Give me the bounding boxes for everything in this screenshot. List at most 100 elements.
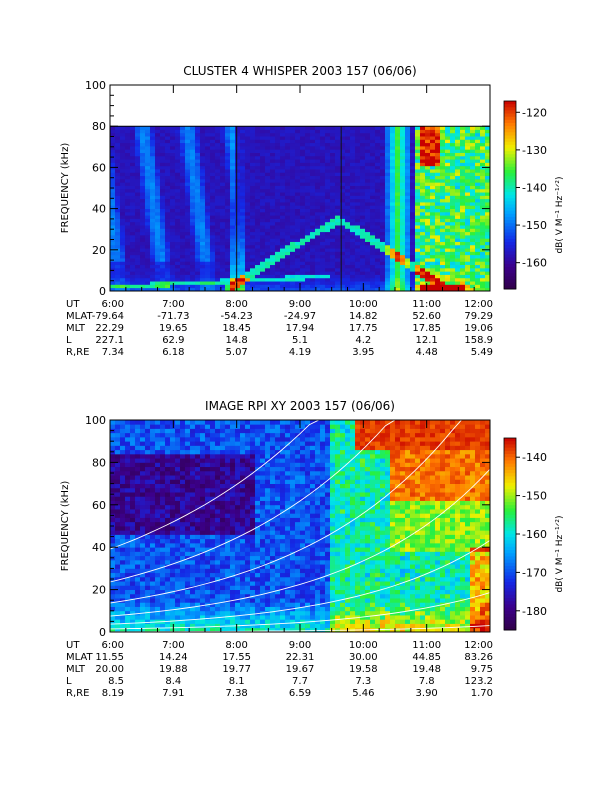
spectrogram-cell xyxy=(175,267,181,272)
spectrogram-cell xyxy=(370,248,376,252)
spectrogram-cell xyxy=(145,136,151,140)
spectrogram-cell xyxy=(295,218,301,223)
spectrogram-cell xyxy=(135,192,141,196)
spectrogram-cell xyxy=(210,228,216,233)
spectrogram-cell xyxy=(125,504,131,510)
spectrogram-cell xyxy=(320,136,326,140)
spectrogram-cell xyxy=(155,162,161,167)
spectrogram-cell xyxy=(205,487,211,493)
spectrogram-cell xyxy=(120,254,126,259)
spectrogram-cell xyxy=(485,152,491,157)
spectrogram-cell xyxy=(175,496,181,501)
spectrogram-cell xyxy=(410,281,416,285)
spectrogram-cell xyxy=(385,231,391,236)
spectrogram-cell xyxy=(305,162,311,167)
spectrogram-cell xyxy=(320,188,326,193)
spectrogram-cell xyxy=(485,244,491,249)
spectrogram-cell xyxy=(395,281,401,285)
spectrogram-cell xyxy=(400,188,406,193)
spectrogram-cell xyxy=(170,526,176,531)
spectrogram-cell xyxy=(155,251,161,256)
spectrogram-cell xyxy=(120,483,126,489)
spectrogram-cell xyxy=(305,126,311,130)
spectrogram-cell xyxy=(445,271,451,275)
spectrogram-cell xyxy=(355,142,361,147)
spectrogram-cell xyxy=(480,169,486,173)
spectrogram-cell xyxy=(485,287,491,292)
spectrogram-cell xyxy=(270,178,276,183)
spectrogram-cell xyxy=(415,267,421,272)
spectrogram-cell xyxy=(365,271,371,275)
spectrogram-cell xyxy=(475,284,481,289)
spectrogram-cell xyxy=(150,542,156,548)
spectrogram-cell xyxy=(250,136,256,140)
spectrogram-cell xyxy=(170,610,176,616)
spectrogram-cell xyxy=(460,211,466,216)
spectrogram-cell xyxy=(250,241,256,246)
spectrogram-cell xyxy=(315,165,321,170)
spectrogram-cell xyxy=(345,172,351,177)
spectrogram-cell xyxy=(210,129,216,134)
spectrogram-cell xyxy=(390,208,396,213)
spectrogram-cell xyxy=(150,623,156,629)
spectrogram-cell xyxy=(260,264,266,269)
spectrogram-cell xyxy=(385,287,391,292)
spectrogram-cell xyxy=(200,136,206,140)
spectrogram-cell xyxy=(175,521,181,527)
spectrogram-cell xyxy=(190,192,196,196)
spectrogram-cell xyxy=(360,248,366,252)
spectrogram-cell xyxy=(125,175,131,180)
spectrogram-cell xyxy=(255,287,261,292)
spectrogram-cell xyxy=(390,251,396,256)
spectrogram-cell xyxy=(110,441,116,446)
spectrogram-cell xyxy=(350,175,356,180)
spectrogram-cell xyxy=(150,231,156,236)
spectrogram-cell xyxy=(120,178,126,183)
spectrogram-cell xyxy=(130,208,136,213)
spectrogram-cell xyxy=(195,205,201,209)
spectrogram-cell xyxy=(130,572,136,578)
spectrogram-cell xyxy=(285,155,291,160)
spectrogram-cell xyxy=(200,244,206,249)
spectrogram-cell xyxy=(475,202,481,206)
spectrogram-cell xyxy=(430,192,436,196)
spectrogram-cell xyxy=(190,606,196,612)
spectrogram-cell xyxy=(265,208,271,213)
spectrogram-cell xyxy=(185,619,191,624)
spectrogram-cell xyxy=(185,568,191,574)
spectrogram-cell xyxy=(440,211,446,216)
spectrogram-cell xyxy=(335,234,341,239)
colorbar-swatch xyxy=(504,179,516,183)
spectrogram-cell xyxy=(150,559,156,565)
spectrogram-cell xyxy=(180,126,186,130)
spectrogram-cell xyxy=(345,215,351,219)
spectrogram-cell xyxy=(210,142,216,147)
spectrogram-cell xyxy=(250,251,256,256)
spectrogram-cell xyxy=(145,496,151,501)
spectrogram-cell xyxy=(130,568,136,574)
spectrogram-cell xyxy=(380,142,386,147)
spectrogram-cell xyxy=(260,238,266,242)
spectrogram-cell xyxy=(365,129,371,134)
spectrogram-cell xyxy=(200,551,206,557)
spectrogram-cell xyxy=(335,165,341,170)
spectrogram-cell xyxy=(305,281,311,285)
spectrogram-cell xyxy=(205,225,211,229)
spectrogram-cell xyxy=(265,261,271,266)
spectrogram-cell xyxy=(410,195,416,200)
spectrogram-cell xyxy=(480,192,486,196)
ephemeris-value: 7.34 xyxy=(102,347,124,358)
spectrogram-cell xyxy=(120,602,126,607)
spectrogram-cell xyxy=(155,568,161,574)
spectrogram-cell xyxy=(155,530,161,535)
spectrogram-cell xyxy=(470,136,476,140)
spectrogram-cell xyxy=(470,129,476,134)
spectrogram-cell xyxy=(130,228,136,233)
spectrogram-cell xyxy=(265,211,271,216)
spectrogram-cell xyxy=(275,169,281,173)
spectrogram-cell xyxy=(360,211,366,216)
spectrogram-cell xyxy=(325,155,331,160)
spectrogram-cell xyxy=(220,218,226,223)
spectrogram-cell xyxy=(185,188,191,193)
spectrogram-cell xyxy=(190,534,196,540)
